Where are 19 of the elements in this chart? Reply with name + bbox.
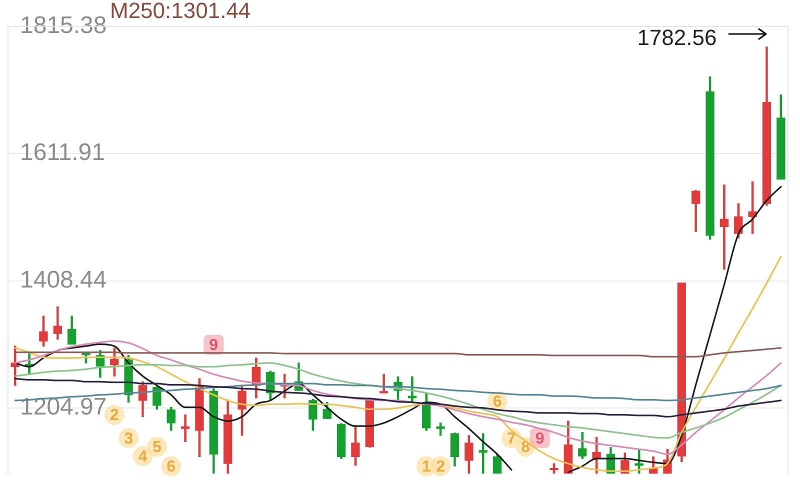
annotation: 9 xyxy=(535,430,544,448)
y-tick-label: 1408.44 xyxy=(20,266,107,294)
y-tick-label: 1611.91 xyxy=(20,139,105,166)
annotation: 9 xyxy=(209,337,218,354)
annotation: 6 xyxy=(166,458,176,476)
annotation: 2 xyxy=(110,407,119,424)
annotation: 5 xyxy=(152,439,162,456)
annotation: 1 xyxy=(422,458,431,476)
y-tick-label: 1204.97 xyxy=(20,394,107,421)
annotation: 1782.56 xyxy=(637,24,717,50)
annotation: 3 xyxy=(124,430,134,448)
annotation: 7 xyxy=(507,430,516,448)
y-tick-label: 1815.38 xyxy=(20,12,107,40)
candlestick xyxy=(180,414,190,442)
candlestick xyxy=(720,184,729,270)
annotation: 2 xyxy=(436,458,446,476)
text: M250:1301.44 xyxy=(110,0,251,24)
annotation: 6 xyxy=(492,393,502,410)
annotation: 4 xyxy=(138,448,148,466)
